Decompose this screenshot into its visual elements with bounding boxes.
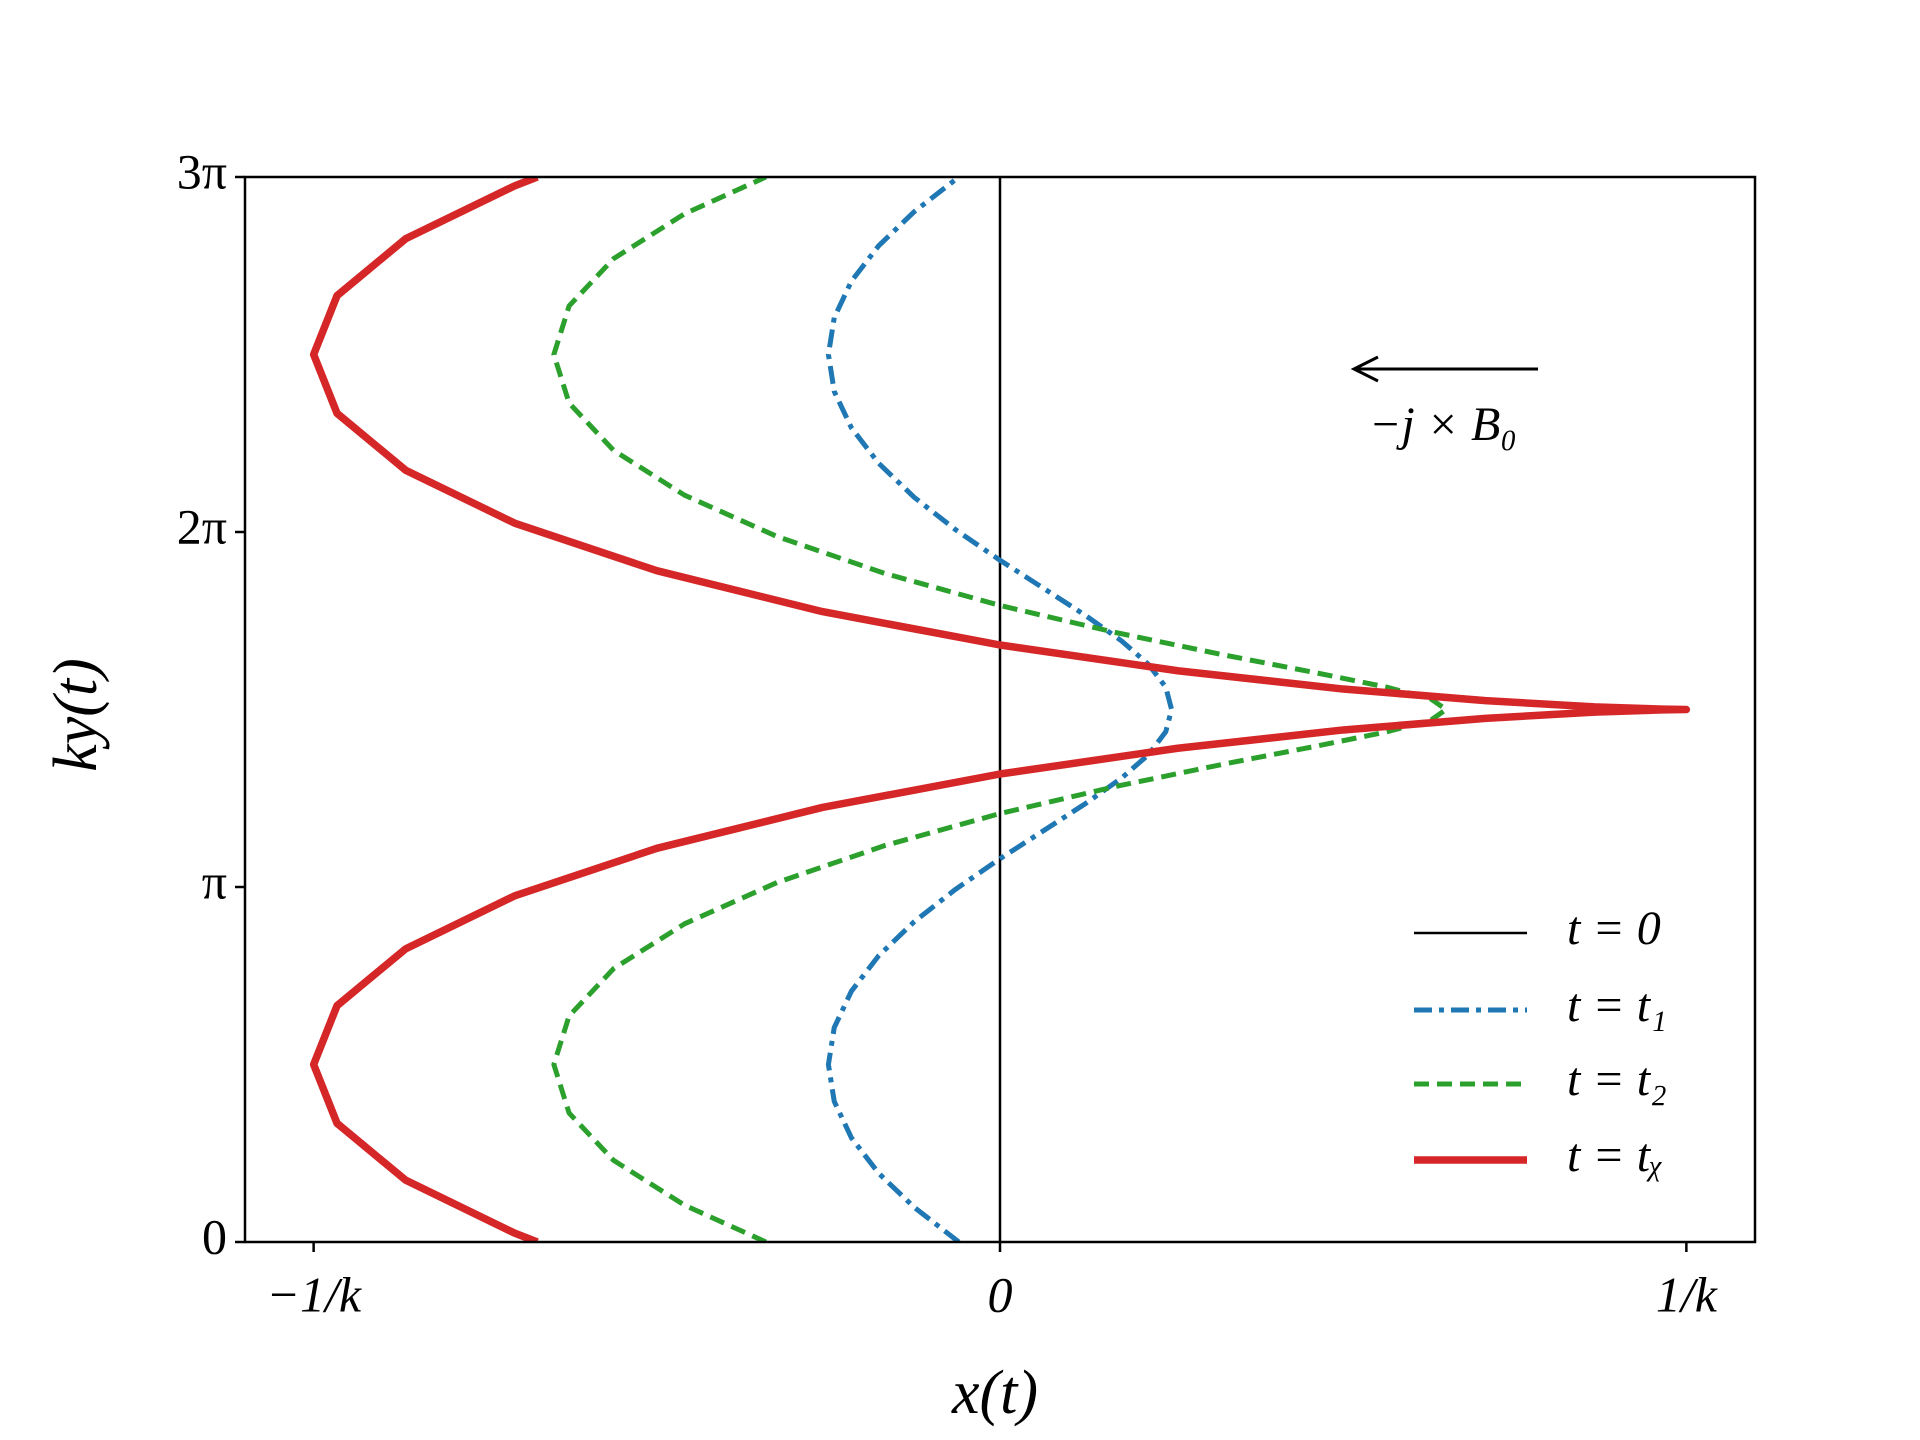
- legend-label: t = tᵪ: [1567, 1129, 1663, 1182]
- plot-frame: [243, 175, 1757, 1244]
- legend-label: t = t₂: [1567, 1053, 1667, 1106]
- y-tick-label: 2π: [177, 498, 227, 554]
- x-tick-label: −1/k: [266, 1266, 362, 1322]
- y-tick-label: 3π: [177, 143, 227, 199]
- x-tick-label: 1/k: [1656, 1266, 1718, 1322]
- annotation: −j × B₀: [1369, 398, 1517, 451]
- x-tick-label: 0: [988, 1266, 1013, 1322]
- legend-label: t = t₁: [1567, 979, 1667, 1032]
- series-line: [825, 177, 1175, 1242]
- series-line: [309, 177, 1691, 1242]
- legend-label: t = 0: [1567, 902, 1661, 955]
- axes: −1/k 0 1/k 0 π 2π 3π t = 0 t = t₁ t = t₂ t = tᵪ: [177, 143, 1718, 1322]
- y-tick-label: 0: [202, 1208, 227, 1264]
- annotation-arrowhead: [1350, 355, 1379, 383]
- x-axis-label: x(t): [951, 1359, 1038, 1427]
- plot-area: [309, 177, 1691, 1242]
- y-axis-label: ky(t): [42, 658, 110, 772]
- y-tick-label: π: [202, 853, 227, 909]
